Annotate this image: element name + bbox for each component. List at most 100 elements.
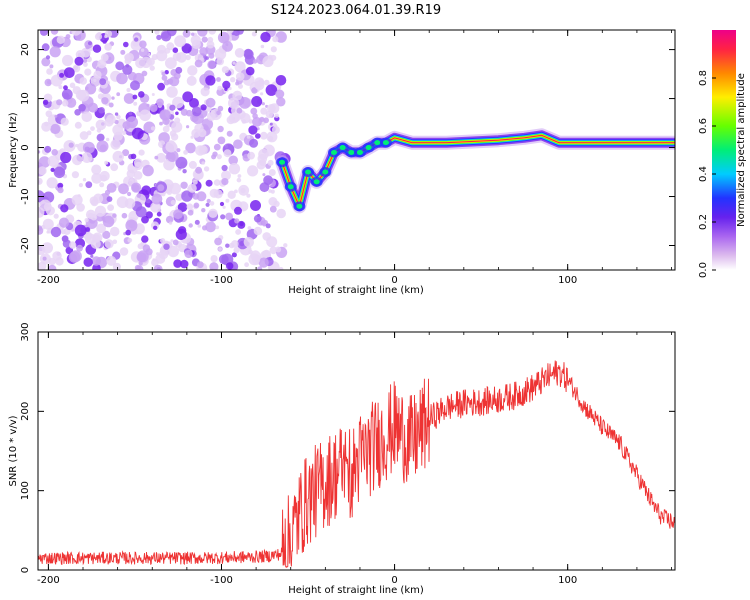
noise-dot [141, 185, 152, 196]
noise-dot [253, 226, 263, 236]
snr-x-tick-label: 100 [558, 575, 577, 586]
noise-dot [182, 239, 187, 244]
noise-dot [49, 64, 54, 69]
noise-dot [213, 179, 221, 186]
noise-dot [122, 149, 130, 157]
noise-dot [172, 239, 179, 246]
noise-dot [213, 143, 221, 151]
noise-dot [250, 200, 261, 211]
noise-dot [123, 93, 135, 104]
noise-dot [95, 119, 107, 131]
noise-dot [94, 205, 107, 217]
noise-dot [98, 107, 105, 114]
noise-dot [97, 59, 107, 69]
noise-scatter [38, 30, 291, 270]
noise-dot [99, 144, 107, 152]
noise-dot [121, 212, 128, 219]
noise-dot [205, 202, 210, 207]
noise-dot [122, 130, 127, 135]
noise-dot [259, 131, 268, 140]
noise-dot [38, 226, 44, 235]
noise-dot [217, 125, 224, 133]
noise-dot [78, 104, 86, 112]
noise-dot [142, 244, 151, 252]
noise-dot [128, 111, 133, 116]
noise-dot [265, 84, 278, 96]
noise-dot [222, 205, 226, 209]
noise-dot [194, 219, 200, 225]
noise-dot [84, 68, 92, 76]
noise-dot [77, 89, 90, 102]
noise-dot [89, 196, 99, 205]
noise-dot [169, 221, 173, 225]
noise-dot [106, 196, 113, 203]
snr-y-tick-label: 100 [20, 481, 31, 500]
spectrogram-x-tick-label: 0 [391, 275, 397, 286]
noise-dot [188, 160, 197, 169]
noise-dot [273, 200, 280, 207]
snr-x-tick-label: -200 [37, 575, 60, 586]
noise-dot [136, 193, 142, 198]
colorbar: 0.0 0.2 0.4 0.6 0.8 Normalized spectral ampl… [698, 30, 747, 278]
noise-dot [192, 193, 200, 200]
noise-dot [207, 112, 216, 121]
noise-dot [151, 93, 155, 96]
noise-dot [46, 177, 58, 189]
noise-dot [145, 198, 151, 204]
noise-dot [101, 97, 109, 105]
noise-dot [260, 44, 265, 49]
noise-dot [231, 240, 239, 248]
noise-dot [267, 159, 274, 166]
noise-dot [191, 32, 195, 36]
noise-dot [234, 206, 242, 215]
ridge-blob-core [296, 203, 303, 209]
noise-dot [236, 107, 243, 114]
noise-dot [185, 109, 193, 117]
snr-y-tick-label: 200 [20, 402, 31, 421]
noise-dot [216, 154, 222, 160]
noise-dot [115, 61, 125, 71]
noise-dot [39, 199, 52, 212]
noise-dot [225, 243, 230, 248]
noise-dot [96, 128, 102, 133]
noise-dot [164, 70, 169, 75]
noise-dot [276, 208, 287, 219]
noise-dot [208, 30, 217, 35]
noise-dot [265, 223, 271, 229]
ridge-blob-core [330, 149, 337, 155]
noise-dot [200, 104, 207, 111]
noise-dot [135, 265, 144, 270]
noise-dot [87, 41, 93, 46]
noise-dot [165, 57, 177, 69]
noise-dot [106, 114, 116, 125]
noise-dot [69, 241, 77, 249]
colorbar-label: Normalized spectral amplitude [736, 73, 747, 227]
noise-dot [161, 71, 166, 76]
noise-dot [152, 258, 156, 262]
noise-dot [173, 209, 183, 220]
noise-dot [156, 34, 162, 41]
noise-dot [107, 204, 114, 212]
noise-dot [54, 114, 58, 118]
noise-dot [217, 105, 224, 112]
noise-dot [192, 179, 198, 185]
noise-dot [181, 190, 193, 202]
noise-dot [116, 92, 121, 97]
noise-dot [78, 183, 83, 188]
noise-dot [156, 152, 167, 163]
noise-dot [70, 30, 82, 36]
noise-dot [113, 131, 123, 141]
noise-dot [90, 126, 95, 131]
noise-dot [72, 64, 81, 73]
snr-y-axis-label: SNR (10 * v/v) [8, 415, 19, 486]
noise-dot [41, 121, 52, 132]
noise-dot [203, 166, 210, 172]
noise-dot [83, 58, 88, 63]
noise-dot [225, 212, 234, 221]
noise-dot [175, 193, 183, 201]
noise-dot [218, 254, 229, 265]
noise-dot [84, 218, 89, 223]
noise-dot [91, 164, 102, 175]
noise-dot [118, 183, 129, 195]
noise-dot [170, 133, 179, 141]
